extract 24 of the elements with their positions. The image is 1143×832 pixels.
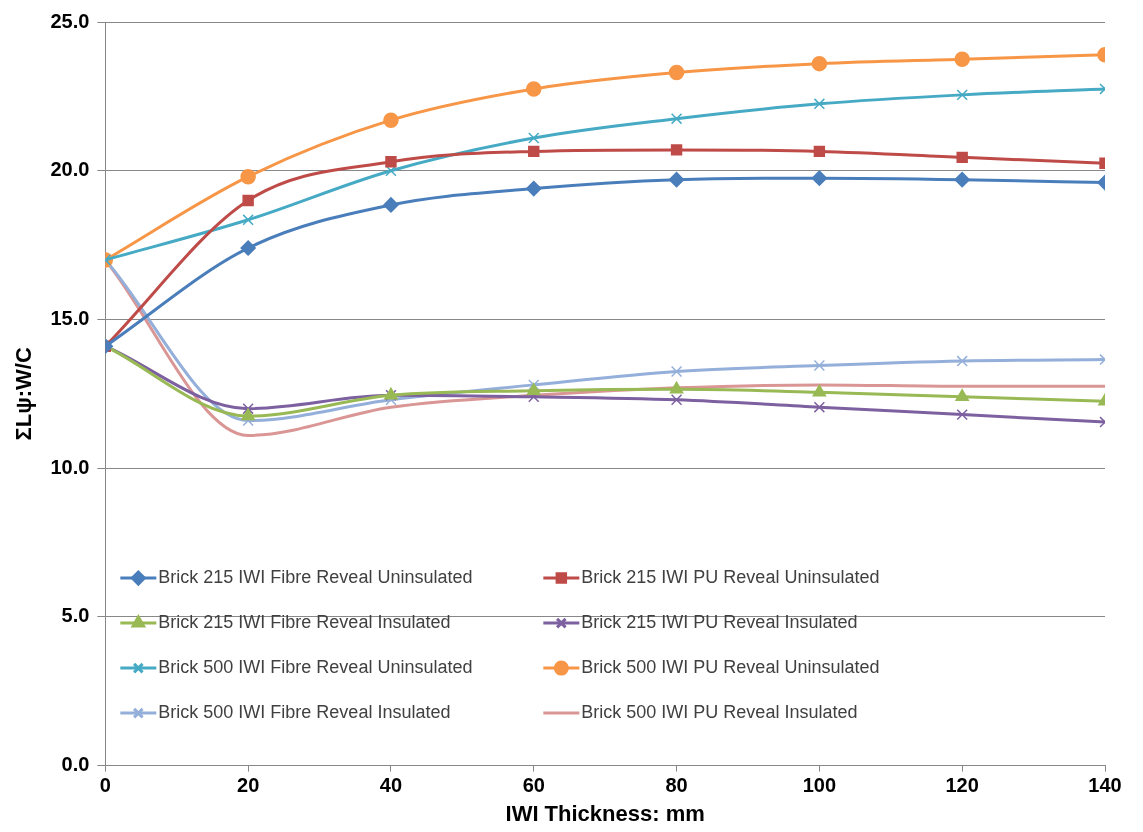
x-tick-label: 120 xyxy=(945,774,979,797)
y-tick-label: 5.0 xyxy=(61,604,90,627)
legend-label: Brick 500 IWI PU Reveal Uninsulated xyxy=(581,657,880,678)
x-tick-label: 40 xyxy=(379,774,403,797)
legend-label: Brick 215 IWI Fibre Reveal Uninsulated xyxy=(158,567,473,588)
y-tick-label: 25.0 xyxy=(50,9,90,32)
legend-label: Brick 215 IWI PU Reveal Insulated xyxy=(581,612,858,633)
x-axis-title: IWI Thickness: mm xyxy=(505,800,705,826)
legend-label: Brick 500 IWI PU Reveal Insulated xyxy=(581,702,858,723)
y-tick-label: 0.0 xyxy=(61,753,90,776)
x-tick-label: 60 xyxy=(522,774,545,797)
x-tick-label: 20 xyxy=(237,774,260,797)
y-axis-title: ΣLψ:W/C xyxy=(11,347,37,441)
y-tick-label: 20.0 xyxy=(50,158,90,181)
x-tick-label: 80 xyxy=(665,774,688,797)
legend-label: Brick 215 IWI Fibre Reveal Insulated xyxy=(158,612,451,633)
x-tick-label: 0 xyxy=(99,774,111,797)
y-tick-label: 15.0 xyxy=(50,306,90,329)
legend-label: Brick 500 IWI Fibre Reveal Uninsulated xyxy=(158,657,473,678)
x-tick-label: 100 xyxy=(802,774,837,797)
legend-label: Brick 215 IWI PU Reveal Uninsulated xyxy=(581,567,880,588)
legend-label: Brick 500 IWI Fibre Reveal Insulated xyxy=(158,702,451,723)
x-tick-label: 140 xyxy=(1088,774,1122,797)
y-tick-label: 10.0 xyxy=(50,455,90,478)
